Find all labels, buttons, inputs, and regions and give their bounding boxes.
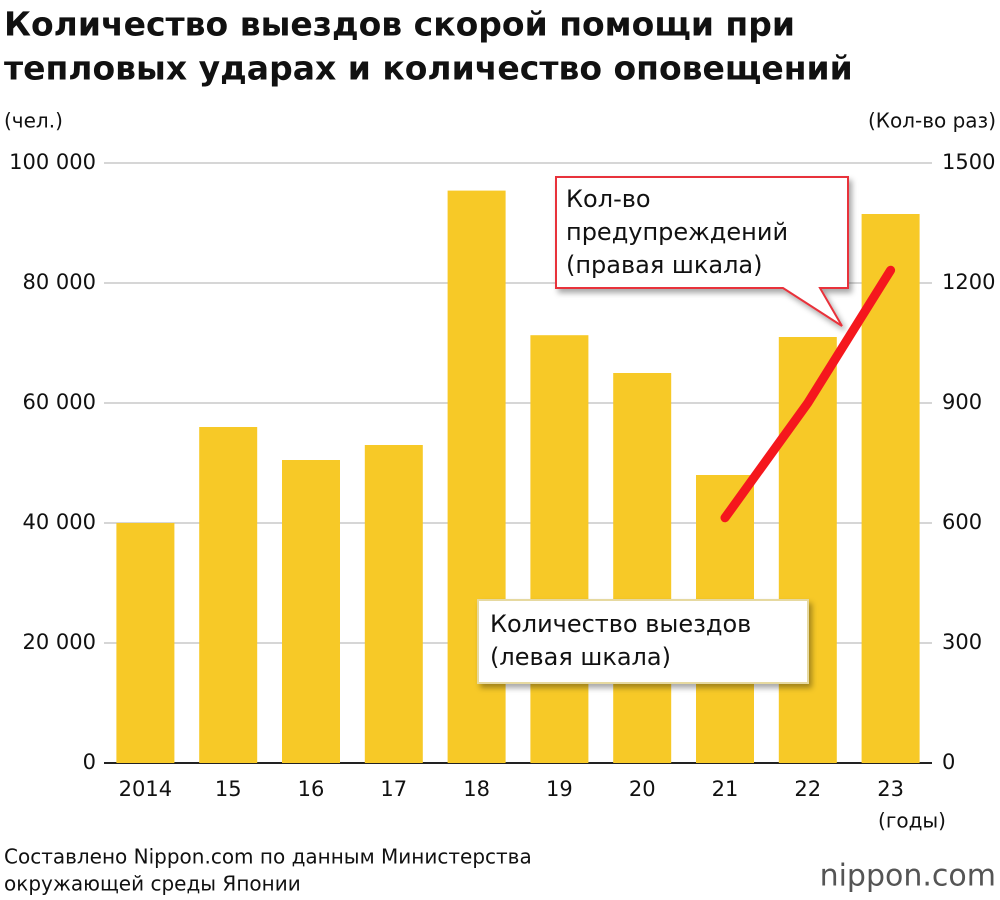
y2-tick-label: 300 [942,630,982,654]
x-tick-label: 2014 [119,777,172,801]
y-tick-label: 80 000 [23,270,96,294]
x-tick-label: 16 [298,777,325,801]
x-tick-label: 19 [546,777,573,801]
y-tick-label: 100 000 [9,150,96,174]
chart-title: Количество выездов скорой помощи при [4,5,795,44]
bar [282,460,340,763]
line [720,265,896,523]
y2-tick-label: 600 [942,510,982,534]
bar [364,445,423,763]
y-tick-label: 60 000 [23,390,96,414]
y2-tick-label: 0 [942,750,955,774]
y2-axis-label: (Кол-во раз) [868,109,996,133]
y-axis-label: (чел.) [4,109,63,133]
logo: nippon.com [820,859,996,894]
y-tick-label: 0 [83,750,96,774]
legend-label: (правая шкала) [566,251,763,279]
callout-box [555,176,849,327]
legend-label: Кол-во [566,185,651,213]
x-tick-label: 17 [380,777,407,801]
bar [530,335,589,763]
y-tick-label: 40 000 [23,510,96,534]
chart-title: тепловых ударах и количество оповещений [4,49,853,88]
bar [116,523,175,763]
y-tick-label: 20 000 [23,630,96,654]
x-tick-label: 18 [463,777,490,801]
source-note: окружающей среды Японии [4,872,301,896]
x-tick-label: 22 [794,777,821,801]
x-tick-label: 20 [629,777,656,801]
legend-label: предупреждений [566,218,788,246]
x-tick-label: 23 [877,777,904,801]
y2-tick-label: 900 [942,390,982,414]
y2-tick-label: 1200 [942,270,995,294]
x-tick-label: 15 [215,777,242,801]
legend-label: Количество выездов [490,610,751,638]
x-axis-label: (годы) [878,809,946,833]
bar [199,427,258,763]
callout-box [477,599,809,684]
legend-label: (левая шкала) [490,643,671,671]
y2-tick-label: 1500 [942,150,995,174]
x-tick-label: 21 [712,777,739,801]
bar [613,373,672,763]
source-note: Составлено Nippon.com по данным Министер… [4,845,532,869]
